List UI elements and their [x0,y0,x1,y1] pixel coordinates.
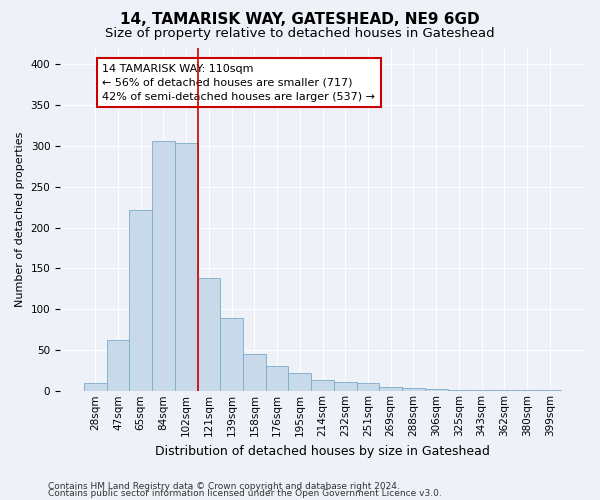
Bar [402,388,425,392]
Text: 14, TAMARISK WAY, GATESHEAD, NE9 6GD: 14, TAMARISK WAY, GATESHEAD, NE9 6GD [120,12,480,28]
Bar [152,141,175,392]
Bar [470,390,493,392]
Y-axis label: Number of detached properties: Number of detached properties [15,132,25,307]
Bar [538,390,561,392]
Bar [243,354,266,392]
Text: Contains HM Land Registry data © Crown copyright and database right 2024.: Contains HM Land Registry data © Crown c… [48,482,400,491]
Bar [448,390,470,392]
Text: Contains public sector information licensed under the Open Government Licence v3: Contains public sector information licen… [48,489,442,498]
Bar [107,340,130,392]
Bar [197,278,220,392]
Bar [266,366,289,392]
Bar [425,389,448,392]
Bar [515,390,538,392]
Bar [356,383,379,392]
Bar [84,383,107,392]
X-axis label: Distribution of detached houses by size in Gateshead: Distribution of detached houses by size … [155,444,490,458]
Bar [130,210,152,392]
Bar [175,144,197,392]
Bar [220,318,243,392]
Bar [493,390,515,392]
Text: 14 TAMARISK WAY: 110sqm
← 56% of detached houses are smaller (717)
42% of semi-d: 14 TAMARISK WAY: 110sqm ← 56% of detache… [102,64,375,102]
Bar [379,387,402,392]
Bar [334,382,356,392]
Bar [311,380,334,392]
Bar [289,374,311,392]
Text: Size of property relative to detached houses in Gateshead: Size of property relative to detached ho… [105,28,495,40]
